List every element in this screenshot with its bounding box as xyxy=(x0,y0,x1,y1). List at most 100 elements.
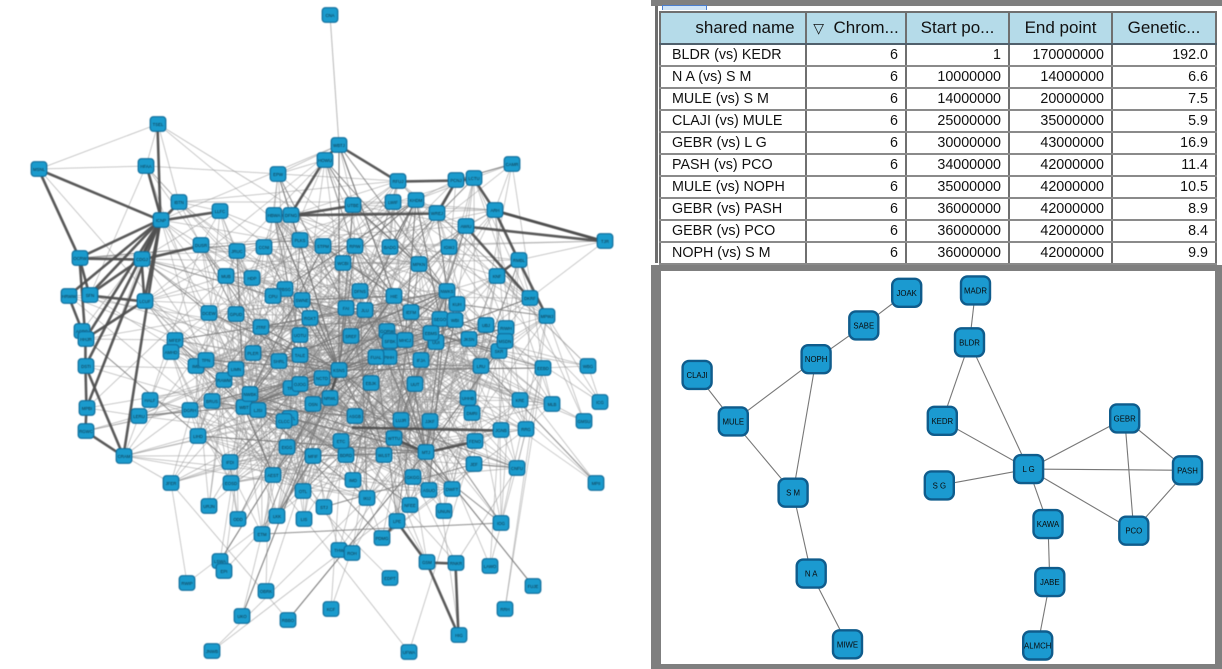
svg-text:PBSG: PBSG xyxy=(279,287,292,292)
svg-text:ASGB: ASGB xyxy=(349,414,361,419)
svg-text:EOSD: EOSD xyxy=(225,481,237,486)
svg-text:ASUO: ASUO xyxy=(423,488,436,493)
svg-text:ROH: ROH xyxy=(347,551,357,556)
svg-text:DMRI: DMRI xyxy=(467,411,478,416)
svg-text:MIWE: MIWE xyxy=(837,640,858,649)
svg-text:HIE: HIE xyxy=(390,294,397,299)
svg-text:IEFM: IEFM xyxy=(406,310,417,315)
svg-text:RNKR: RNKR xyxy=(450,561,462,566)
svg-text:IGWJ: IGWJ xyxy=(444,245,455,250)
svg-text:S M: S M xyxy=(786,489,800,498)
svg-text:CCNI: CCNI xyxy=(259,245,270,250)
svg-text:KSNS: KSNS xyxy=(333,368,345,373)
svg-text:MUB: MUB xyxy=(221,274,231,279)
svg-text:EEBD: EEBD xyxy=(537,366,549,371)
svg-text:LIHD: LIHD xyxy=(193,434,203,439)
svg-text:GORW: GORW xyxy=(380,329,395,334)
svg-text:THW: THW xyxy=(334,548,345,553)
svg-text:ARH: ARH xyxy=(490,208,499,213)
svg-text:MADR: MADR xyxy=(964,286,987,295)
svg-text:MFEP: MFEP xyxy=(169,338,181,343)
svg-text:IFDI: IFDI xyxy=(226,460,234,465)
svg-text:GEBR: GEBR xyxy=(1114,414,1136,423)
svg-text:KHDM: KHDM xyxy=(410,198,423,203)
svg-text:CPU: CPU xyxy=(268,294,277,299)
svg-text:JFER: JFER xyxy=(166,481,177,486)
svg-text:UOTU: UOTU xyxy=(294,333,306,338)
svg-text:SFBK: SFBK xyxy=(384,339,395,344)
svg-text:DGRH: DGRH xyxy=(184,408,197,413)
svg-text:NCTD: NCTD xyxy=(316,376,328,381)
svg-text:UKO: UKO xyxy=(237,614,247,619)
svg-text:HFAA: HFAA xyxy=(140,164,151,169)
svg-text:OTL: OTL xyxy=(299,489,308,494)
svg-text:CLCC: CLCC xyxy=(278,419,290,424)
svg-text:JNWB: JNWB xyxy=(206,649,218,654)
svg-text:TJR: TJR xyxy=(601,239,609,244)
svg-text:STJ: STJ xyxy=(320,505,328,510)
svg-text:LPE: LPE xyxy=(393,519,401,524)
svg-text:ALMCH: ALMCH xyxy=(1024,642,1051,651)
svg-text:EDPT: EDPT xyxy=(384,576,396,581)
svg-text:STPM: STPM xyxy=(317,244,329,249)
svg-text:LCTU: LCTU xyxy=(468,176,479,181)
svg-text:NOPH: NOPH xyxy=(805,355,828,364)
svg-text:DFNS: DFNS xyxy=(354,289,366,294)
svg-text:WCBI: WCBI xyxy=(337,261,348,266)
svg-text:LIS: LIS xyxy=(301,517,308,522)
svg-text:WBTJ: WBTJ xyxy=(333,143,345,148)
svg-text:RFUJ: RFUJ xyxy=(393,179,404,184)
svg-text:JTRF: JTRF xyxy=(256,325,267,330)
svg-text:S G: S G xyxy=(933,481,946,490)
svg-text:GKGG: GKGG xyxy=(407,475,421,480)
svg-text:BRUS: BRUS xyxy=(206,399,218,404)
svg-text:RRG: RRG xyxy=(521,427,531,432)
svg-text:GMSU: GMSU xyxy=(578,419,591,424)
svg-text:WBG: WBG xyxy=(583,364,594,369)
svg-text:URJN: URJN xyxy=(203,504,214,509)
svg-text:LAWO: LAWO xyxy=(484,564,497,569)
svg-text:OBRK: OBRK xyxy=(260,589,272,594)
svg-text:IBTN: IBTN xyxy=(174,200,184,205)
svg-text:LJSI: LJSI xyxy=(254,408,263,413)
svg-text:IOG: IOG xyxy=(497,521,506,526)
svg-text:HALF: HALF xyxy=(145,398,156,403)
svg-text:EPI: EPI xyxy=(221,569,228,574)
svg-text:CLAJI: CLAJI xyxy=(686,371,707,380)
svg-text:SHRL: SHRL xyxy=(273,359,285,364)
svg-text:FAI: FAI xyxy=(343,306,349,311)
svg-text:SEGO: SEGO xyxy=(434,317,447,322)
svg-text:SFN: SFN xyxy=(86,293,95,298)
svg-text:HBWA: HBWA xyxy=(268,213,281,218)
svg-text:LLFC: LLFC xyxy=(215,209,226,214)
svg-text:N A: N A xyxy=(805,570,818,579)
svg-text:FENO: FENO xyxy=(469,439,482,444)
svg-text:MLB: MLB xyxy=(548,402,557,407)
svg-text:DFNG: DFNG xyxy=(285,213,298,218)
svg-text:RRH: RRH xyxy=(500,607,509,612)
svg-text:NWBK: NWBK xyxy=(244,392,257,397)
svg-text:BLDR: BLDR xyxy=(959,338,980,347)
svg-text:IFJA: IFJA xyxy=(417,358,426,363)
svg-text:WREJ: WREJ xyxy=(431,211,443,216)
svg-text:BADG: BADG xyxy=(384,245,397,250)
svg-text:SREF: SREF xyxy=(345,334,357,339)
svg-text:RPIW: RPIW xyxy=(349,244,361,249)
svg-text:NRWL: NRWL xyxy=(324,396,337,401)
svg-text:MTJ: MTJ xyxy=(422,450,430,455)
svg-text:OCRW: OCRW xyxy=(73,256,87,261)
svg-text:OSN: OSN xyxy=(308,402,317,407)
svg-text:LIMN: LIMN xyxy=(231,367,241,372)
svg-text:L G: L G xyxy=(1022,465,1034,474)
svg-text:CNA: CNA xyxy=(325,13,334,18)
svg-text:LKK: LKK xyxy=(273,514,281,519)
svg-text:JOAK: JOAK xyxy=(897,289,918,298)
svg-text:PCO: PCO xyxy=(1125,527,1142,536)
svg-text:WLST: WLST xyxy=(378,453,390,458)
svg-text:AWIU: AWIU xyxy=(460,224,471,229)
svg-text:UHHB: UHHB xyxy=(462,396,474,401)
svg-text:BDRD: BDRD xyxy=(340,453,352,458)
svg-text:JEF: JEF xyxy=(470,462,478,467)
svg-text:EIGG: EIGG xyxy=(282,445,293,450)
svg-text:KAWA: KAWA xyxy=(1037,520,1060,529)
